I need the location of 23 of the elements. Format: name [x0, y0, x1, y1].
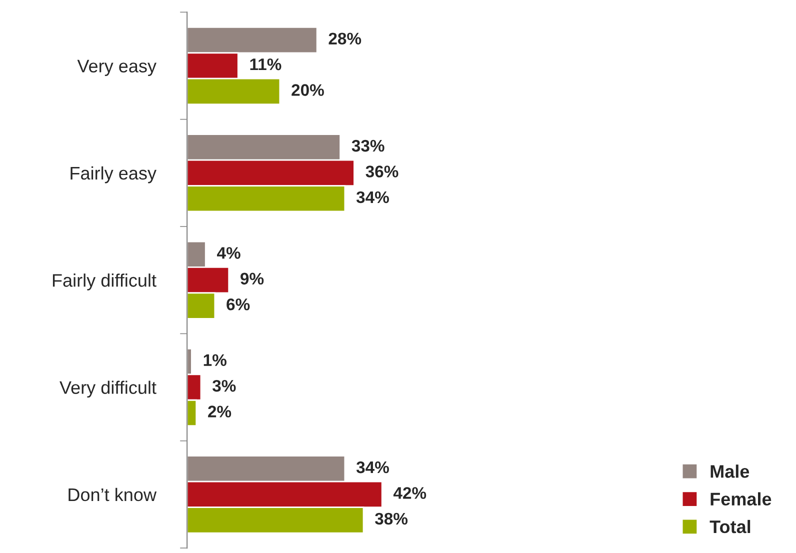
- legend-label: Total: [710, 520, 750, 534]
- y-tick-label: Very easy: [77, 60, 156, 76]
- data-label: 38%: [375, 512, 408, 525]
- data-label: 4%: [216, 247, 240, 259]
- y-tick-label: Very difficult: [60, 380, 156, 398]
- legend-label: Male: [710, 464, 750, 478]
- data-label: 34%: [356, 461, 389, 474]
- legend-label: Female: [710, 492, 772, 506]
- data-label: 3%: [212, 380, 236, 392]
- y-tick-label: Fairly difficult: [52, 274, 156, 290]
- y-tick-label: Don’t know: [68, 488, 157, 502]
- data-label: 1%: [204, 354, 226, 366]
- data-label: 9%: [240, 272, 264, 285]
- data-label: 34%: [356, 191, 389, 204]
- data-label: 28%: [328, 32, 362, 45]
- data-label: 6%: [226, 298, 250, 310]
- data-label: 20%: [292, 84, 324, 96]
- data-label: 33%: [352, 140, 384, 152]
- y-tick-label: Fairly easy: [70, 166, 156, 184]
- data-label: 36%: [366, 166, 398, 178]
- data-label: 11%: [250, 58, 282, 70]
- data-label: 2%: [208, 406, 232, 418]
- data-label: 42%: [393, 487, 426, 499]
